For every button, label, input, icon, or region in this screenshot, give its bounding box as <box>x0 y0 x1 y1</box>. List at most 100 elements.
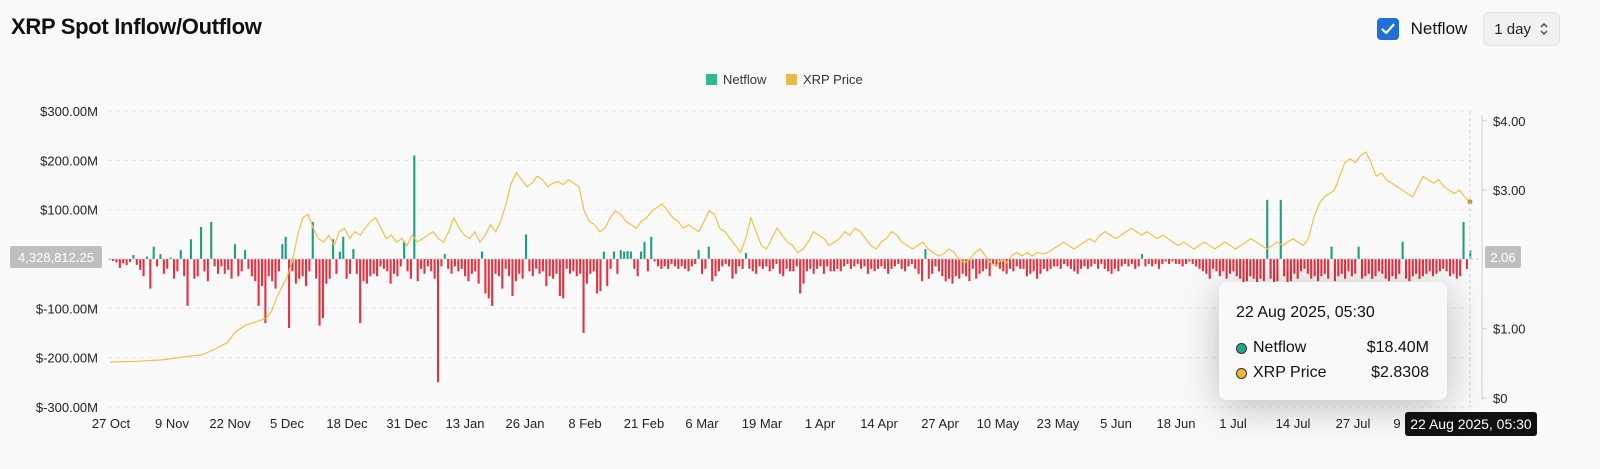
netflow-bar <box>704 259 707 269</box>
netflow-bar <box>1316 259 1320 282</box>
netflow-bar <box>846 259 849 264</box>
netflow-bar <box>1242 259 1245 284</box>
netflow-bar <box>183 259 186 277</box>
netflow-bar <box>267 259 270 277</box>
netflow-bar <box>958 259 961 279</box>
netflow-bar <box>1140 254 1144 259</box>
netflow-bar <box>616 259 619 274</box>
netflow-bar <box>700 259 704 274</box>
netflow-bar <box>1025 259 1028 277</box>
netflow-bar <box>443 254 446 259</box>
netflow-bar <box>1171 259 1174 262</box>
netflow-bar <box>145 256 148 259</box>
netflow-bar <box>964 259 968 277</box>
netflow-bar <box>538 259 541 274</box>
netflow-bar <box>1384 259 1387 279</box>
netflow-bar <box>335 259 338 274</box>
netflow-bar <box>281 244 284 259</box>
netflow-bar <box>768 259 771 272</box>
interval-select[interactable]: 1 day <box>1483 12 1560 46</box>
netflow-checkbox[interactable] <box>1376 18 1399 40</box>
netflow-bar <box>1442 259 1445 269</box>
netflow-bar <box>1330 246 1333 259</box>
netflow-bar <box>687 259 690 272</box>
netflow-bar <box>1205 259 1208 274</box>
netflow-bar <box>1310 259 1313 279</box>
netflow-bar <box>460 259 463 269</box>
netflow-bar <box>1459 259 1462 277</box>
netflow-bar <box>200 226 203 259</box>
netflow-bar <box>480 251 484 259</box>
netflow-bar <box>227 259 230 270</box>
y-left-tick-label: $-200.00M <box>36 351 98 366</box>
netflow-bar <box>1049 259 1052 269</box>
netflow-bar <box>531 259 534 277</box>
netflow-checkbox-label[interactable]: Netflow <box>1410 19 1468 38</box>
netflow-bar <box>230 259 233 279</box>
netflow-bar <box>931 259 934 274</box>
netflow-bar <box>785 259 788 269</box>
netflow-bar <box>944 259 947 282</box>
tooltip-row-netflow: Netflow $18.40M <box>1236 339 1429 357</box>
netflow-bar <box>1404 259 1408 279</box>
netflow-bar <box>995 259 998 267</box>
netflow-bar <box>112 259 115 261</box>
netflow-bar <box>447 259 450 269</box>
netflow-bar <box>518 259 521 274</box>
x-tick-label: 23 May <box>1037 416 1080 431</box>
netflow-bar <box>196 259 199 277</box>
netflow-bar <box>914 259 917 269</box>
netflow-bar <box>602 251 605 259</box>
netflow-bar <box>1381 259 1384 274</box>
netflow-bar <box>1029 259 1032 274</box>
netflow-bar <box>1096 259 1100 269</box>
netflow-bar <box>1438 259 1441 272</box>
netflow-bar <box>135 259 138 265</box>
netflow-bar <box>1059 259 1062 269</box>
netflow-bar <box>656 259 660 267</box>
netflow-bar <box>382 259 385 269</box>
x-tick-label: 10 May <box>977 416 1020 431</box>
netflow-bar <box>477 259 480 284</box>
netflow-bar <box>413 155 416 259</box>
netflow-bar <box>948 259 951 279</box>
netflow-bar <box>568 259 572 274</box>
netflow-bar <box>629 251 632 259</box>
netflow-bar <box>924 249 927 259</box>
netflow-bar <box>1201 259 1204 272</box>
netflow-bar <box>680 259 683 267</box>
x-tick-label: 14 Apr <box>860 416 898 431</box>
netflow-bar <box>511 259 514 296</box>
netflow-bar <box>1134 259 1137 269</box>
netflow-bar <box>484 259 487 294</box>
netflow-bar <box>643 241 646 259</box>
netflow-bar <box>633 259 636 269</box>
netflow-bar <box>904 259 907 272</box>
netflow-bar <box>1212 259 1215 269</box>
netflow-bar <box>494 259 497 274</box>
netflow-bar <box>971 259 974 269</box>
netflow-bar <box>406 259 409 272</box>
netflow-bar <box>650 236 653 259</box>
netflow-bar <box>819 259 822 267</box>
netflow-bar <box>809 259 812 269</box>
netflow-bar <box>1452 259 1455 274</box>
x-tick-label: 14 Jul <box>1276 416 1311 431</box>
chart-tooltip: 22 Aug 2025, 05:30 Netflow $18.40M XRP P… <box>1219 282 1447 400</box>
netflow-bar <box>724 259 727 264</box>
netflow-bar <box>1052 259 1056 267</box>
netflow-bar <box>1161 259 1164 264</box>
price-line <box>109 151 1471 363</box>
netflow-bar <box>206 259 209 282</box>
netflow-bar <box>464 259 467 277</box>
netflow-bar <box>660 259 663 269</box>
netflow-bar <box>626 251 629 259</box>
netflow-bar <box>1421 259 1424 277</box>
netflow-bar <box>1245 259 1248 282</box>
netflow-bar <box>843 259 846 267</box>
netflow-bar <box>1195 259 1198 267</box>
netflow-bar <box>379 259 382 267</box>
netflow-bar <box>213 259 216 267</box>
netflow-bar <box>304 259 308 287</box>
